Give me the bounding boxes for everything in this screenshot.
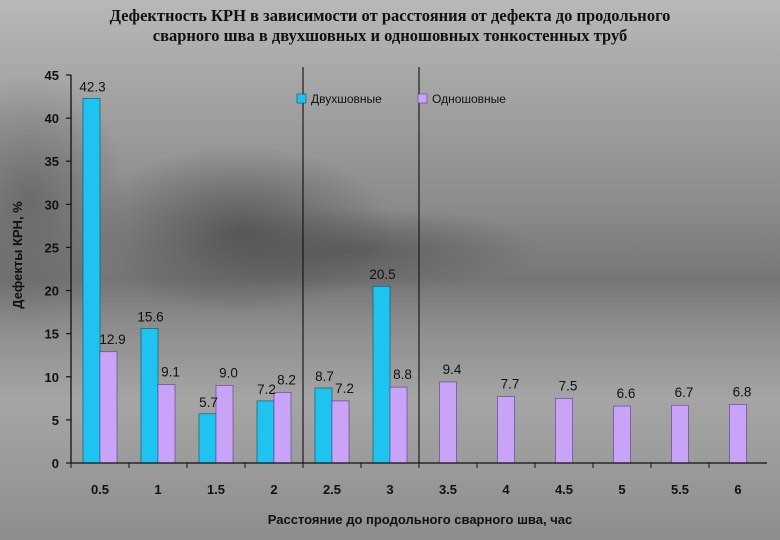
- data-label-one-seam: 7.2: [335, 381, 354, 396]
- y-tick-label: 25: [45, 240, 59, 255]
- y-tick-label: 40: [45, 111, 59, 126]
- bar-two-seam: [82, 97, 101, 464]
- separator-lines: [302, 67, 420, 463]
- legend-label-one-seam: Одношовные: [432, 92, 506, 106]
- data-label-one-seam: 12.9: [99, 332, 125, 347]
- legend-swatch-two-seam: [296, 93, 307, 104]
- bar-two-seam: [372, 285, 391, 464]
- chart-title: Дефектность КРН в зависимости от расстоя…: [109, 6, 671, 45]
- bar-two-seam: [140, 328, 159, 464]
- y-tick-label: 15: [45, 327, 59, 342]
- legend-label-two-seam: Двухшовные: [311, 92, 382, 106]
- bar-two-seam: [198, 413, 217, 464]
- bar-one-seam: [439, 381, 457, 464]
- bar-one-seam: [215, 385, 234, 464]
- y-tick-label: 45: [45, 68, 59, 83]
- data-label-one-seam: 7.7: [501, 377, 520, 392]
- bar-two-seam: [256, 400, 275, 464]
- x-axis-title: Расстояние до продольного сварного шва, …: [268, 512, 572, 527]
- y-tick-label: 20: [45, 284, 59, 299]
- data-label-one-seam: 8.2: [277, 372, 296, 387]
- data-label-two-seam: 7.2: [257, 382, 276, 397]
- data-label-two-seam: 8.7: [315, 369, 334, 384]
- data-label-one-seam: 6.8: [733, 384, 752, 399]
- y-tick-label: 30: [45, 197, 59, 212]
- data-label-one-seam: 9.0: [219, 365, 238, 380]
- bar-one-seam: [273, 391, 292, 464]
- bar-two-seam: [314, 387, 333, 464]
- legend-swatch-one-seam: [417, 93, 428, 104]
- y-axis-ticks: 0 5 10 15 20 25 30 35 40 45: [45, 68, 71, 471]
- bars: [82, 97, 747, 464]
- data-label-one-seam: 9.1: [161, 365, 180, 380]
- bar-one-seam: [729, 404, 747, 464]
- x-tick-label: 2.5: [323, 482, 341, 497]
- bar-one-seam: [555, 398, 573, 464]
- x-tick-label: 3.5: [439, 482, 457, 497]
- x-tick-label: 6: [734, 482, 741, 497]
- x-tick-label: 4.5: [555, 482, 573, 497]
- x-tick-label: 1.5: [207, 482, 225, 497]
- y-tick-label: 10: [45, 370, 59, 385]
- y-tick-label: 5: [52, 413, 59, 428]
- bar-one-seam: [497, 396, 515, 464]
- bar-one-seam: [99, 351, 118, 464]
- x-tick-label: 4: [502, 482, 510, 497]
- x-tick-label: 0.5: [91, 482, 109, 497]
- legend: Двухшовные Одношовные: [296, 92, 506, 106]
- x-tick-label: 1: [154, 482, 161, 497]
- data-label-two-seam: 42.3: [79, 79, 105, 94]
- bar-one-seam: [671, 404, 689, 464]
- data-label-one-seam: 9.4: [443, 362, 462, 377]
- y-axis-title: Дефекты КРН, %: [10, 201, 25, 309]
- data-label-one-seam: 8.8: [393, 367, 412, 382]
- x-tick-label: 3: [386, 482, 393, 497]
- data-label-two-seam: 5.7: [199, 395, 218, 410]
- bar-one-seam: [157, 384, 176, 464]
- data-label-two-seam: 20.5: [369, 267, 395, 282]
- bar-one-seam: [613, 405, 631, 464]
- x-axis-ticks: 0.5 1 1.5 2 2.5 3 3.5 4 4.5 5 5.5 6: [70, 463, 742, 497]
- bar-one-seam: [331, 400, 350, 464]
- data-label-one-seam: 6.6: [617, 386, 636, 401]
- bar-one-seam: [389, 386, 408, 464]
- data-label-one-seam: 7.5: [559, 378, 578, 393]
- x-tick-label: 2: [270, 482, 277, 497]
- y-tick-label: 0: [52, 456, 59, 471]
- data-label-two-seam: 15.6: [137, 309, 163, 324]
- data-label-one-seam: 6.7: [675, 385, 694, 400]
- x-tick-label: 5.5: [671, 482, 689, 497]
- y-tick-label: 35: [45, 154, 59, 169]
- x-tick-label: 5: [618, 482, 625, 497]
- data-labels: 42.312.915.69.15.79.07.28.2 8.77.220.58.8…: [79, 79, 751, 410]
